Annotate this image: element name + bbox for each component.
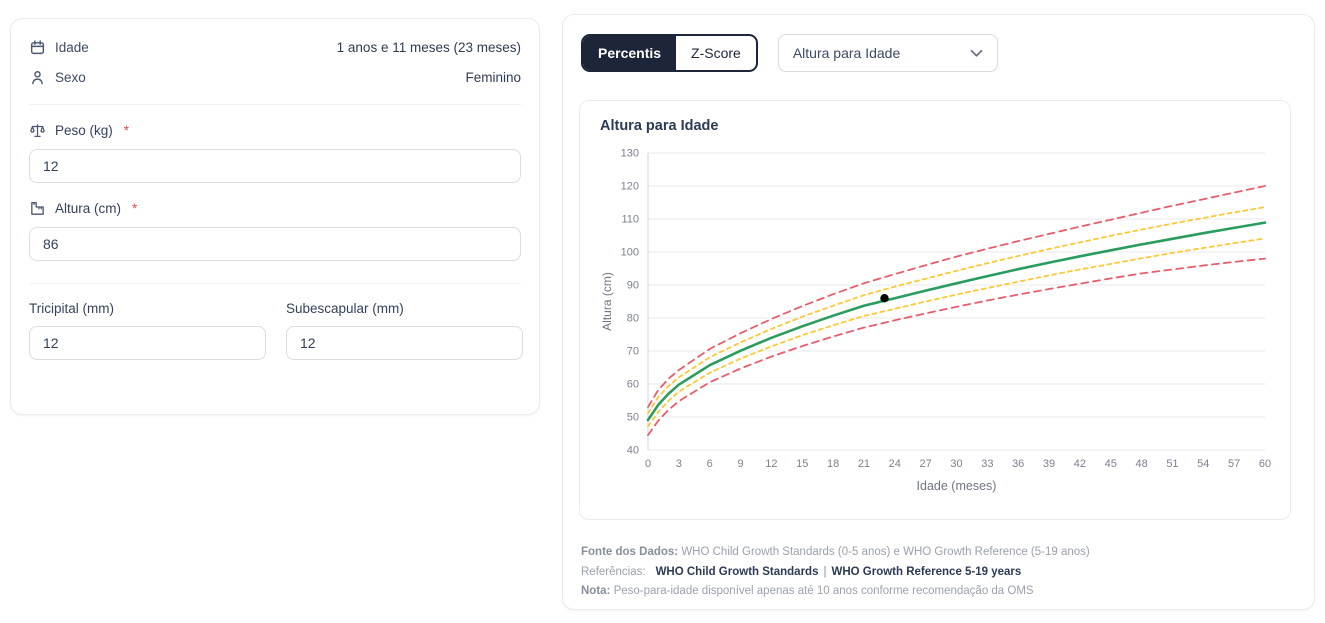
- svg-text:33: 33: [981, 458, 993, 470]
- triceps-skinfold-input[interactable]: [29, 326, 266, 360]
- link-separator: |: [823, 565, 827, 578]
- svg-text:6: 6: [707, 458, 713, 470]
- who-child-growth-standards-link[interactable]: WHO Child Growth Standards: [655, 565, 819, 578]
- svg-text:24: 24: [889, 458, 901, 470]
- svg-text:9: 9: [737, 458, 743, 470]
- svg-text:120: 120: [621, 181, 639, 193]
- weight-input[interactable]: [29, 149, 521, 183]
- references-line: Referências: WHO Child Growth Standards | W…: [581, 563, 1298, 583]
- height-field: Altura (cm) *: [29, 200, 521, 261]
- triceps-skinfold-field: Tricipital (mm): [29, 301, 266, 360]
- age-value: 1 anos e 11 meses (23 meses): [336, 39, 521, 55]
- tab-z-score[interactable]: Z-Score: [691, 45, 741, 61]
- data-source-text: WHO Child Growth Standards (0-5 anos) e …: [678, 546, 1090, 558]
- triceps-skinfold-label: Tricipital (mm): [29, 301, 114, 316]
- patient-panel: Idade 1 anos e 11 meses (23 meses) Sexo …: [10, 18, 540, 415]
- height-input[interactable]: [29, 227, 521, 261]
- sex-value: Feminino: [465, 69, 521, 85]
- svg-text:50: 50: [627, 412, 639, 424]
- data-source-line: Fonte dos Dados: WHO Child Growth Standa…: [581, 543, 1298, 563]
- svg-text:Altura (cm): Altura (cm): [600, 272, 614, 331]
- svg-text:12: 12: [765, 458, 777, 470]
- note-label: Nota:: [581, 585, 611, 597]
- chart-type-select-value: Altura para Idade: [792, 45, 901, 61]
- svg-text:54: 54: [1197, 458, 1209, 470]
- svg-text:Idade (meses): Idade (meses): [917, 479, 997, 493]
- svg-text:18: 18: [827, 458, 839, 470]
- divider: [29, 283, 521, 284]
- age-label: Idade: [55, 39, 89, 55]
- tab-percentis[interactable]: Percentis: [583, 36, 677, 70]
- scale-icon: [29, 122, 46, 139]
- sex-label: Sexo: [55, 69, 86, 85]
- svg-text:15: 15: [796, 458, 808, 470]
- scale-mode-tabs: Percentis Z-Score: [581, 34, 758, 72]
- subscapular-skinfold-field: Subescapular (mm): [286, 301, 523, 360]
- calendar-icon: [29, 39, 46, 56]
- svg-text:40: 40: [627, 445, 639, 457]
- age-row: Idade 1 anos e 11 meses (23 meses): [29, 35, 521, 59]
- svg-text:110: 110: [621, 214, 639, 226]
- chart-footer: Fonte dos Dados: WHO Child Growth Standa…: [581, 543, 1298, 602]
- svg-text:70: 70: [627, 346, 639, 358]
- note-text: Peso-para-idade disponível apenas até 10…: [610, 585, 1034, 597]
- svg-text:0: 0: [645, 458, 651, 470]
- growth-chart-card: Altura para Idade 40 50 60 70 80 90 100 110 120 1…: [579, 100, 1291, 520]
- chart-controls: Percentis Z-Score Altura para Idade: [581, 34, 1298, 72]
- height-label: Altura (cm): [55, 201, 122, 216]
- chart-panel: Percentis Z-Score Altura para Idade Altu…: [562, 14, 1315, 610]
- patient-data-point: [880, 294, 889, 303]
- svg-text:36: 36: [1012, 458, 1024, 470]
- growth-chart-title: Altura para Idade: [600, 118, 719, 134]
- data-source-label: Fonte dos Dados:: [581, 546, 679, 558]
- chevron-down-icon: [970, 49, 983, 58]
- svg-text:80: 80: [627, 313, 639, 325]
- sex-row: Sexo Feminino: [29, 65, 521, 89]
- svg-text:60: 60: [627, 379, 639, 391]
- person-icon: [29, 69, 46, 86]
- svg-text:27: 27: [920, 458, 932, 470]
- divider: [29, 104, 521, 105]
- svg-text:51: 51: [1166, 458, 1178, 470]
- svg-text:48: 48: [1135, 458, 1147, 470]
- note-line: Nota: Peso-para-idade disponível apenas …: [581, 582, 1298, 602]
- svg-text:21: 21: [858, 458, 870, 470]
- chart-type-select[interactable]: Altura para Idade: [777, 34, 998, 72]
- svg-text:39: 39: [1043, 458, 1055, 470]
- weight-field: Peso (kg) *: [29, 122, 521, 183]
- who-growth-reference-link[interactable]: WHO Growth Reference 5-19 years: [831, 565, 1022, 578]
- svg-text:45: 45: [1105, 458, 1117, 470]
- required-asterisk: *: [132, 201, 138, 216]
- required-asterisk: *: [123, 123, 130, 138]
- subscapular-skinfold-label: Subescapular (mm): [286, 301, 404, 316]
- weight-label: Peso (kg): [55, 123, 113, 138]
- ruler-icon: [29, 200, 46, 217]
- svg-text:57: 57: [1228, 458, 1240, 470]
- references-label: Referências:: [581, 565, 646, 578]
- svg-text:30: 30: [950, 458, 962, 470]
- svg-text:90: 90: [627, 280, 639, 292]
- subscapular-skinfold-input[interactable]: [286, 326, 523, 360]
- svg-text:3: 3: [676, 458, 682, 470]
- svg-text:42: 42: [1074, 458, 1086, 470]
- svg-text:60: 60: [1259, 458, 1271, 470]
- svg-text:100: 100: [621, 247, 639, 259]
- svg-text:130: 130: [621, 148, 639, 160]
